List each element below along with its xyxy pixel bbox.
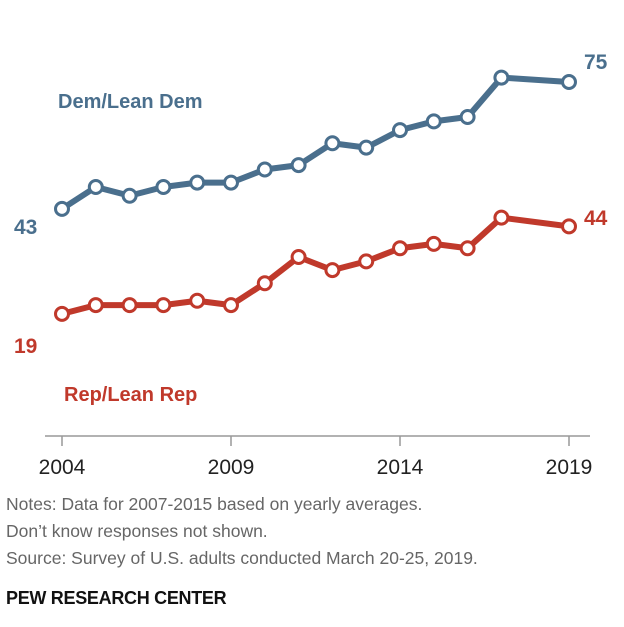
data-point-dem	[392, 122, 408, 139]
data-point-dem	[223, 174, 239, 191]
end-label-rep-last: 44	[584, 207, 608, 230]
data-point-dem	[324, 135, 341, 152]
data-point-rep	[459, 240, 476, 257]
data-point-rep	[425, 235, 442, 252]
data-point-dem	[425, 113, 442, 130]
data-point-dem	[493, 69, 510, 86]
series-line-rep	[59, 214, 572, 317]
end-label-rep-first: 19	[14, 335, 37, 358]
note-line: Notes: Data for 2007-2015 based on yearl…	[6, 494, 423, 514]
x-tick-label: 2019	[546, 456, 593, 479]
x-tick-label: 2004	[39, 456, 86, 479]
note-line: Source: Survey of U.S. adults conducted …	[6, 548, 478, 568]
data-point-dem	[290, 157, 307, 174]
data-point-rep	[290, 249, 307, 265]
data-point-rep	[54, 305, 70, 322]
data-point-rep	[493, 209, 510, 226]
data-point-rep	[561, 218, 577, 235]
x-tick-label: 2009	[208, 456, 255, 479]
note-line: Don’t know responses not shown.	[6, 521, 268, 541]
data-point-rep	[256, 275, 273, 292]
data-point-rep	[392, 240, 408, 257]
data-point-dem	[87, 179, 104, 195]
x-tick-label: 2014	[377, 456, 424, 479]
end-label-dem-last: 75	[584, 51, 608, 74]
data-point-dem	[561, 74, 577, 90]
source-credit: PEW RESEARCH CENTER	[6, 588, 227, 608]
data-point-rep	[87, 297, 104, 314]
series-label-dem: Dem/Lean Dem	[58, 91, 203, 113]
data-point-dem	[189, 174, 206, 191]
series-label-rep: Rep/Lean Rep	[64, 384, 197, 406]
chart-notes: Notes: Data for 2007-2015 based on yearl…	[6, 491, 478, 572]
line-chart: 2004 2009 2014 2019 Dem/Lean Dem Rep/Lean R…	[14, 51, 608, 479]
data-point-dem	[459, 109, 476, 125]
data-point-rep	[324, 262, 341, 279]
data-point-dem	[155, 179, 172, 195]
data-point-rep	[121, 297, 138, 314]
data-point-rep	[155, 297, 172, 314]
data-point-rep	[189, 292, 206, 309]
data-point-dem	[121, 187, 138, 204]
data-point-dem	[358, 139, 375, 156]
data-point-dem	[256, 161, 273, 178]
data-point-dem	[54, 200, 70, 217]
data-point-rep	[358, 253, 375, 270]
data-point-rep	[223, 297, 239, 314]
end-label-dem-first: 43	[14, 216, 37, 239]
